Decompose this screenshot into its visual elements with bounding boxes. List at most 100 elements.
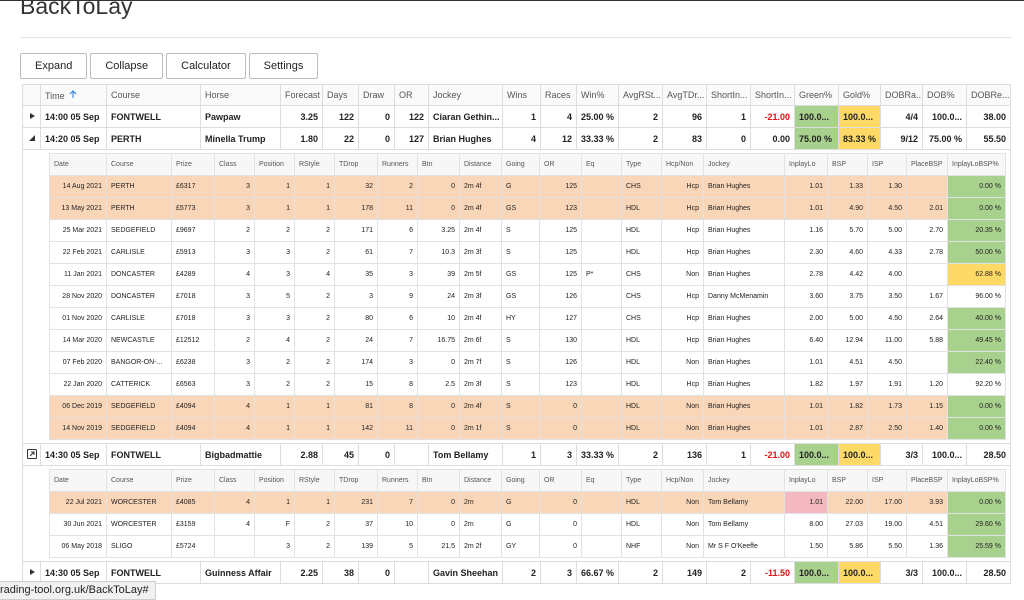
column-header[interactable]: DOBRe...	[966, 84, 1011, 106]
header-row: Time Course Horse Forecast Days Draw OR Jockey W…	[22, 84, 1011, 106]
history-column-header[interactable]: Position	[254, 153, 295, 176]
column-header[interactable]: DOBRa...	[880, 84, 923, 106]
toolbar-button[interactable]: Collapse	[90, 53, 164, 79]
history-column-header[interactable]: Btn	[417, 153, 460, 176]
history-column-header[interactable]: TDrop	[334, 153, 378, 176]
column-header[interactable]: DOB%	[922, 84, 967, 106]
column-header[interactable]: AvgRSt...	[618, 84, 663, 106]
history-cell: Brian Hughes	[703, 197, 785, 220]
column-header[interactable]: Days	[322, 84, 359, 106]
history-cell: 5	[254, 285, 295, 308]
history-cell: Brian Hughes	[703, 351, 785, 374]
history-cell: 1.01	[784, 175, 828, 198]
expand-icon[interactable]	[28, 567, 36, 577]
history-cell: Brian Hughes	[703, 241, 785, 264]
history-cell: GS	[501, 197, 540, 220]
column-header[interactable]: Green%	[794, 84, 839, 106]
history-column-header[interactable]: OR	[539, 469, 582, 492]
column-header[interactable]: Jockey	[428, 84, 503, 106]
history-cell: 3.93	[906, 491, 948, 514]
history-cell: 62.88 %	[947, 263, 1006, 286]
history-cell: 2	[294, 329, 335, 352]
race-cell: 75.00 %	[922, 127, 967, 150]
column-header[interactable]: Gold%	[838, 84, 881, 106]
column-header[interactable]: Course	[106, 84, 201, 106]
history-column-header[interactable]: InplayLoBSP%	[947, 469, 1006, 492]
history-column-header[interactable]: Hcp/Non	[661, 153, 704, 176]
history-column-header[interactable]: Distance	[459, 153, 502, 176]
history-column-header[interactable]: Course	[106, 469, 172, 492]
toolbar-button[interactable]: Calculator	[166, 53, 246, 79]
history-column-header[interactable]: Eq	[581, 153, 622, 176]
history-cell: 1.15	[906, 395, 948, 418]
history-column-header[interactable]: Type	[621, 469, 662, 492]
history-column-header[interactable]: InplayLoBSP%	[947, 153, 1006, 176]
column-header[interactable]: Horse	[200, 84, 281, 106]
history-column-header[interactable]: RStyle	[294, 469, 335, 492]
column-header[interactable]: Forecast	[280, 84, 323, 106]
history-column-header[interactable]: PlaceBSP	[906, 469, 948, 492]
history-column-header[interactable]: OR	[539, 153, 582, 176]
history-row: 06 May 2018 SLIGO £5724 3 2 139 5 21.5 2m 2f GY 0 N…	[49, 535, 1006, 558]
history-column-header[interactable]: Position	[254, 469, 295, 492]
history-column-header[interactable]: RStyle	[294, 153, 335, 176]
expand-icon[interactable]	[28, 111, 36, 121]
history-column-header[interactable]: InplayLo	[784, 153, 828, 176]
column-header[interactable]: ShortIn...	[750, 84, 795, 106]
history-column-header[interactable]: Runners	[377, 469, 418, 492]
history-column-header[interactable]: Class	[214, 153, 255, 176]
history-cell: 1	[294, 395, 335, 418]
history-column-header[interactable]: ISP	[867, 153, 907, 176]
history-column-header[interactable]: Jockey	[703, 153, 785, 176]
history-column-header[interactable]: BSP	[827, 469, 868, 492]
history-cell: 2m	[459, 513, 502, 536]
history-cell: 2m 4f	[459, 307, 502, 330]
history-column-header[interactable]: Going	[501, 469, 540, 492]
history-column-header[interactable]: Going	[501, 153, 540, 176]
history-column-header[interactable]: PlaceBSP	[906, 153, 948, 176]
history-cell: 1.20	[906, 373, 948, 396]
history-column-header[interactable]: Distance	[459, 469, 502, 492]
history-column-header[interactable]: Course	[106, 153, 172, 176]
history-cell: 2	[294, 241, 335, 264]
history-cell: 07 Feb 2020	[49, 351, 107, 374]
history-column-header[interactable]: Date	[49, 469, 107, 492]
column-header[interactable]: AvgTDr...	[662, 84, 707, 106]
history-column-header[interactable]: Date	[49, 153, 107, 176]
column-header[interactable]: Time	[40, 84, 107, 106]
history-cell: 1	[294, 491, 335, 514]
history-column-header[interactable]: InplayLo	[784, 469, 828, 492]
column-header[interactable]: Wins	[502, 84, 541, 106]
race-cell: 14:30 05 Sep	[40, 443, 107, 466]
column-header[interactable]: Win%	[576, 84, 619, 106]
history-cell: WORCESTER	[106, 513, 172, 536]
app-title: BackToLay	[20, 0, 133, 19]
history-cell: 1	[254, 417, 295, 440]
expand-icon[interactable]	[27, 448, 37, 459]
history-column-header[interactable]: Prize	[171, 153, 215, 176]
column-header[interactable]: Races	[540, 84, 577, 106]
history-column-header[interactable]: Eq	[581, 469, 622, 492]
expand-icon[interactable]	[28, 133, 36, 143]
history-cell: 174	[334, 351, 378, 374]
history-column-header[interactable]: Runners	[377, 153, 418, 176]
column-header[interactable]: Draw	[358, 84, 395, 106]
history-column-header[interactable]: Hcp/Non	[661, 469, 704, 492]
history-cell: CATTERICK	[106, 373, 172, 396]
history-column-header[interactable]: Jockey	[703, 469, 785, 492]
history-cell: £6563	[171, 373, 215, 396]
history-cell: £3159	[171, 513, 215, 536]
history-column-header[interactable]: Prize	[171, 469, 215, 492]
history-column-header[interactable]: ISP	[867, 469, 907, 492]
column-header[interactable]: ShortIn...	[706, 84, 751, 106]
history-column-header[interactable]: Btn	[417, 469, 460, 492]
toolbar-button[interactable]: Settings	[248, 53, 319, 79]
history-column-header[interactable]: Type	[621, 153, 662, 176]
history-column-header[interactable]: Class	[214, 469, 255, 492]
race-cell: Guinness Affair	[200, 561, 281, 584]
toolbar-button[interactable]: Expand	[20, 53, 88, 79]
column-header[interactable]: OR	[394, 84, 429, 106]
history-column-header[interactable]: BSP	[827, 153, 868, 176]
history-column-header[interactable]: TDrop	[334, 469, 378, 492]
history-cell: 142	[334, 417, 378, 440]
